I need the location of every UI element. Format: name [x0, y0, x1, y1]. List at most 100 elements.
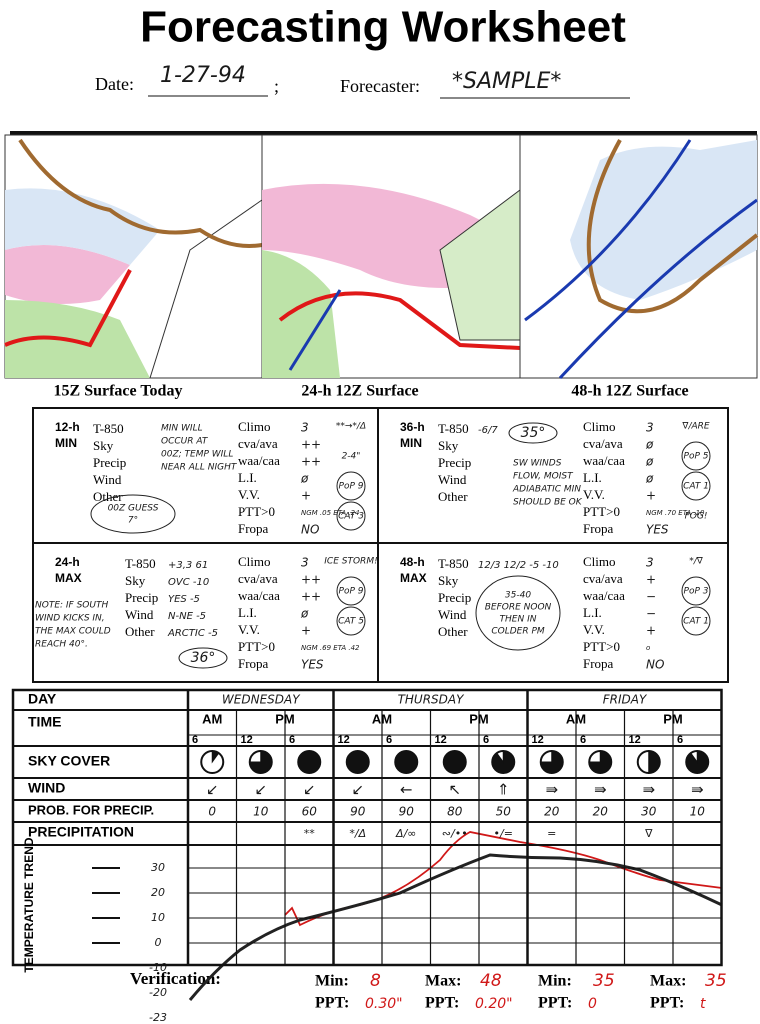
- note: NOTE: IF SOUTH: [35, 601, 108, 611]
- wind: ↙: [254, 781, 267, 799]
- hour: 12: [629, 734, 641, 746]
- right-label: PTT>0: [238, 504, 275, 519]
- pop: 90: [350, 805, 366, 819]
- wind: ↙: [206, 781, 219, 799]
- temp-label: -10: [149, 961, 167, 974]
- right-label: Fropa: [583, 521, 614, 536]
- note: ADIABATIC MIN: [512, 485, 581, 495]
- right-value: o: [646, 644, 650, 652]
- ppt-label: PPT:: [425, 995, 459, 1012]
- ppt-value: 0.30": [365, 996, 403, 1012]
- row-value: YES -5: [168, 594, 200, 605]
- right-label: cva/ava: [238, 436, 278, 451]
- row-label: Wind: [93, 472, 122, 487]
- hour: 12: [532, 734, 544, 746]
- verify-label: Max:: [650, 973, 686, 990]
- wind: ↙: [303, 781, 316, 799]
- row-label: Precip: [93, 455, 126, 470]
- map-area: [5, 245, 130, 304]
- ppt-label: PPT:: [538, 995, 572, 1012]
- side-note: PoP 5: [684, 452, 709, 462]
- side-note: */∇: [689, 557, 704, 567]
- temp-label: 20: [151, 886, 165, 899]
- row-label: Wind: [438, 472, 467, 487]
- right-label: Fropa: [238, 656, 269, 671]
- period: 12-h: [55, 420, 80, 434]
- side-note: CAT 1: [683, 617, 709, 627]
- precip: =: [547, 827, 556, 840]
- wind: ⇛: [545, 781, 558, 799]
- day: WEDNESDAY: [222, 693, 301, 707]
- side-note: FOG!: [685, 512, 708, 522]
- hour: 6: [677, 734, 683, 746]
- pop: 10: [690, 805, 706, 819]
- wind: ↙: [351, 781, 364, 799]
- side-note: 2-4": [342, 452, 361, 462]
- circled-value: 36°: [191, 650, 216, 666]
- kind: MAX: [400, 571, 427, 585]
- map-area: [5, 188, 160, 265]
- right-label: Climo: [238, 554, 271, 569]
- precip: */Δ: [349, 827, 366, 840]
- hour: 6: [580, 734, 586, 746]
- ppt-value: 0: [588, 996, 597, 1012]
- row-label: SKY COVER: [28, 753, 110, 769]
- precip: **: [304, 827, 316, 840]
- map-area: [5, 300, 150, 378]
- right-value: +: [301, 489, 311, 503]
- right-label: cva/ava: [583, 571, 623, 586]
- map-front: [18, 138, 263, 248]
- sky-fill: [211, 750, 220, 764]
- right-label: waa/caa: [238, 453, 280, 468]
- note: THE MAX COULD: [35, 627, 111, 637]
- right-value: 3: [301, 556, 309, 570]
- precip: Δ/∞: [395, 827, 416, 840]
- period: 48-h: [400, 555, 425, 569]
- day: FRIDAY: [603, 693, 648, 707]
- right-value: ++: [301, 573, 321, 587]
- right-value: +: [646, 624, 656, 638]
- wind: ←: [400, 781, 413, 799]
- hour: 6: [289, 734, 295, 746]
- ampm: AM: [566, 711, 586, 726]
- title: Forecasting Worksheet: [140, 3, 626, 52]
- row-label: Precip: [438, 455, 471, 470]
- right-label: Climo: [583, 419, 616, 434]
- right-label: Fropa: [583, 656, 614, 671]
- right-label: V.V.: [238, 487, 260, 502]
- pop: 0: [208, 805, 216, 819]
- circle-mark: [178, 647, 228, 669]
- hour: 12: [338, 734, 350, 746]
- row-label: T-850: [93, 421, 124, 436]
- right-value: NGM .70 ETA .10: [646, 509, 705, 517]
- row-label: Wind: [438, 607, 467, 622]
- circled-value: COLDER PM: [491, 627, 545, 637]
- right-value: +: [646, 489, 656, 503]
- right-value: NO: [646, 658, 664, 672]
- circled-value: 35°: [521, 425, 546, 441]
- pop: 90: [399, 805, 415, 819]
- right-value: YES: [646, 523, 669, 537]
- verify-label: Min:: [538, 973, 572, 990]
- right-value: ø: [300, 472, 309, 486]
- note: REACH 40°.: [35, 640, 88, 650]
- hour: 12: [241, 734, 253, 746]
- side-note: CAT 5: [338, 617, 364, 627]
- right-label: cva/ava: [238, 571, 278, 586]
- note: WIND KICKS IN,: [35, 614, 105, 624]
- row-label: Sky: [93, 438, 114, 453]
- note: MIN WILL: [161, 424, 203, 434]
- pop: 30: [641, 805, 657, 819]
- row-label: T-850: [438, 556, 469, 571]
- map-front: [586, 139, 759, 314]
- verify-value: 48: [480, 971, 502, 991]
- date-label: Date:: [95, 74, 134, 94]
- separator: ;: [274, 76, 279, 96]
- right-label: Climo: [583, 554, 616, 569]
- row-value: N-NE -5: [168, 611, 206, 622]
- sky-fill: [648, 750, 661, 774]
- row-label: T-850: [125, 556, 156, 571]
- ampm: AM: [372, 711, 392, 726]
